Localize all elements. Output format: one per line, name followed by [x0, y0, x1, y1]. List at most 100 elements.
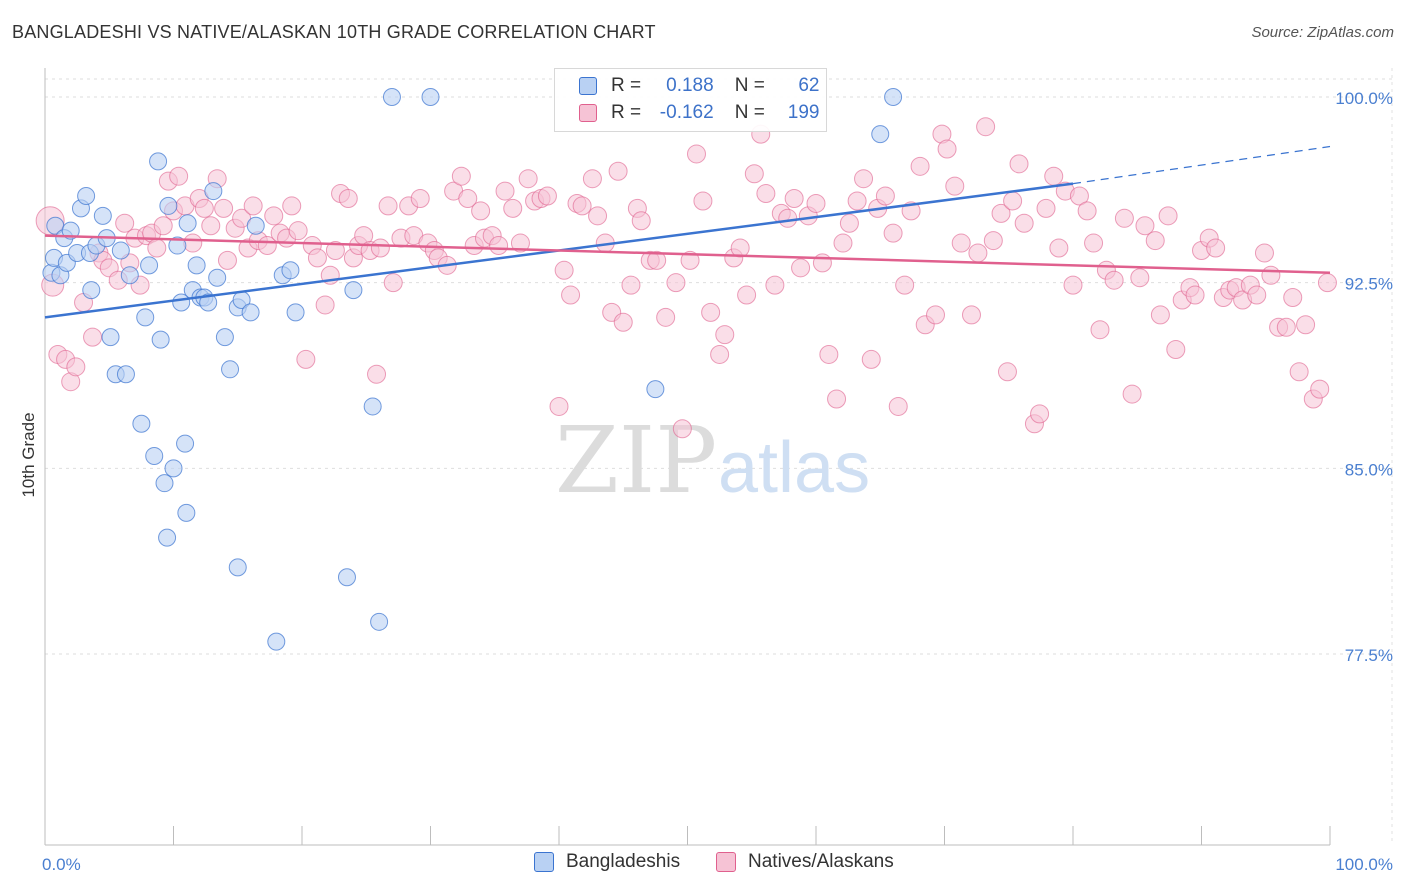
blue-point	[178, 214, 197, 233]
pink-point	[1044, 166, 1064, 186]
pink-point	[961, 305, 981, 325]
pink-point	[765, 275, 785, 295]
pink-point	[410, 188, 430, 208]
pink-point	[471, 201, 491, 221]
pink-legend-label: Natives/Alaskans	[748, 851, 894, 872]
pink-trend-line	[44, 234, 1331, 275]
pink-point	[264, 206, 284, 226]
pink-point	[1254, 243, 1274, 263]
correlation-legend: R = 0.188 N = 62 R = -0.162 N = 199	[554, 68, 827, 132]
pink-point	[647, 250, 667, 270]
pink-point	[666, 273, 686, 293]
pink-point	[1289, 362, 1309, 382]
pink-point	[827, 389, 847, 409]
pink-point	[806, 193, 826, 213]
pink-point	[1296, 315, 1316, 335]
blue-point	[221, 360, 240, 379]
pink-point	[710, 344, 730, 364]
blue-point	[82, 281, 101, 300]
legend-n-label: N =	[734, 102, 765, 123]
pink-point	[812, 253, 832, 273]
pink-point	[983, 231, 1003, 251]
pink-point	[370, 238, 390, 258]
pink-point	[1049, 238, 1069, 258]
pink-point	[510, 233, 530, 253]
watermark-atlas: atlas	[718, 428, 870, 508]
pink-point	[489, 236, 509, 256]
pink-point	[1166, 340, 1186, 360]
pink-point	[115, 213, 135, 233]
pink-point	[495, 181, 515, 201]
pink-point	[378, 196, 398, 216]
blue-point	[111, 241, 130, 260]
pink-point	[756, 184, 776, 204]
blue-point	[267, 632, 286, 651]
pink-point	[296, 349, 316, 369]
legend-row-pink: R = -0.162 N = 199	[579, 100, 819, 126]
pink-point	[66, 357, 86, 377]
pink-point	[153, 216, 173, 236]
pink-point	[232, 208, 252, 228]
pink-point	[1130, 268, 1150, 288]
legend-r-label: R =	[611, 102, 642, 123]
blue-point	[337, 568, 356, 587]
blue-point	[61, 221, 80, 240]
pink-point	[572, 196, 592, 216]
pink-point	[1030, 404, 1050, 424]
pink-point	[217, 250, 237, 270]
legend-n-value: 199	[787, 102, 820, 123]
pink-point	[325, 240, 345, 260]
pink-point	[861, 349, 881, 369]
bottom-legend-blue: Bangladeshis	[534, 851, 680, 873]
pink-point	[680, 250, 700, 270]
blue-point	[646, 380, 665, 399]
blue-point	[187, 256, 206, 275]
blue-point	[871, 125, 890, 144]
legend-row-blue: R = 0.188 N = 62	[579, 73, 819, 99]
blue-point	[101, 328, 120, 347]
axes	[44, 68, 1331, 846]
pink-point	[951, 233, 971, 253]
pink-point	[1145, 231, 1165, 251]
pink-point	[451, 166, 471, 186]
blue-point	[140, 256, 159, 275]
blue-point	[215, 328, 234, 347]
blue-point	[164, 459, 183, 478]
blue-point	[77, 187, 96, 206]
pink-point	[147, 238, 167, 258]
pink-series-points	[35, 117, 1337, 439]
blue-point	[281, 261, 300, 280]
pink-point	[194, 198, 214, 218]
pink-point	[875, 186, 895, 206]
pink-point	[1114, 208, 1134, 228]
blue-point	[228, 558, 247, 577]
blue-point	[286, 303, 305, 322]
pink-point	[1150, 305, 1170, 325]
pink-point	[847, 191, 867, 211]
pink-point	[282, 196, 302, 216]
y-tick-label: 77.5%	[1345, 646, 1393, 665]
y-tick-label: 92.5%	[1345, 275, 1393, 294]
blue-point	[370, 612, 389, 631]
y-tick-label: 85.0%	[1345, 460, 1393, 479]
pink-point	[1247, 285, 1267, 305]
pink-point	[549, 396, 569, 416]
legend-r-label: R =	[611, 75, 642, 96]
pink-point	[991, 203, 1011, 223]
pink-point	[554, 260, 574, 280]
source-label: Source: ZipAtlas.com	[1251, 24, 1394, 41]
pink-point	[243, 196, 263, 216]
legend-n-value: 62	[798, 75, 820, 96]
pink-point	[1158, 206, 1178, 226]
pink-point	[1283, 288, 1303, 308]
pink-point	[730, 238, 750, 258]
pink-point	[1317, 273, 1337, 293]
blue-point	[363, 397, 382, 416]
pink-point	[883, 223, 903, 243]
blue-point	[199, 293, 218, 312]
pink-point	[1003, 191, 1023, 211]
pink-point	[1276, 317, 1296, 337]
pink-point	[1090, 320, 1110, 340]
pink-point	[910, 156, 930, 176]
trend-lines	[44, 145, 1331, 319]
